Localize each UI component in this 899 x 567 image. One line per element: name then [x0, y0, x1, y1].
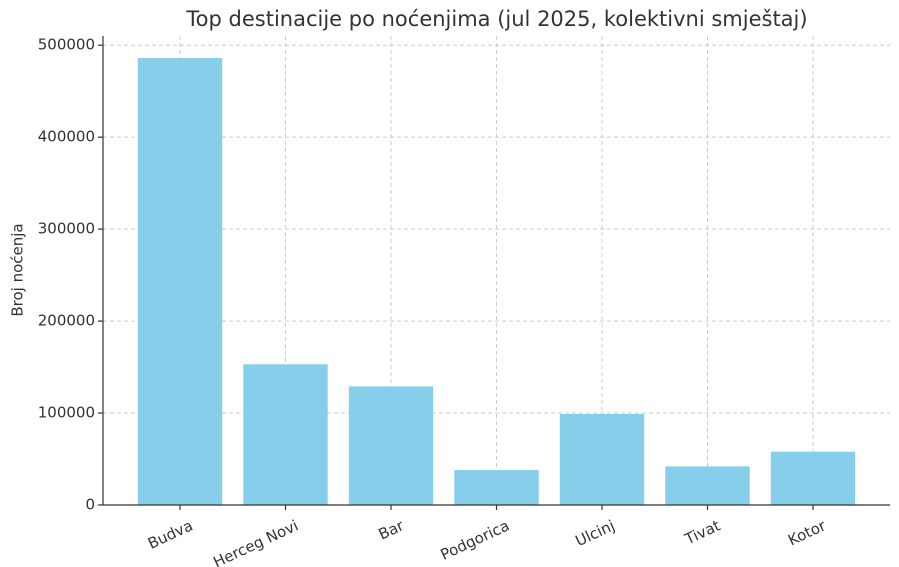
x-tick-label: Herceg Novi: [211, 516, 302, 567]
y-tick-label: 500000: [38, 36, 95, 54]
x-tick-label: Budva: [145, 516, 196, 552]
x-tick-label: Ulcinj: [573, 516, 618, 550]
bar: [770, 451, 856, 505]
y-tick-label: 400000: [38, 128, 95, 146]
chart-title: Top destinacije po noćenjima (jul 2025, …: [185, 7, 807, 31]
y-tick-label: 100000: [38, 404, 95, 422]
bar: [243, 364, 328, 505]
bar: [454, 470, 539, 505]
bar: [665, 466, 750, 505]
bar: [137, 58, 223, 505]
x-tick-label: Kotor: [785, 516, 829, 549]
y-tick-label: 200000: [38, 312, 95, 330]
bar: [348, 386, 434, 505]
x-tick-label: Tivat: [681, 516, 723, 548]
y-axis-label: Broj noćenja: [9, 223, 27, 316]
y-tick-label: 300000: [38, 220, 95, 238]
y-tick-label: 0: [85, 496, 95, 514]
x-tick-label: Bar: [376, 516, 408, 544]
x-tick-label: Podgorica: [438, 516, 512, 563]
bar: [559, 413, 645, 505]
